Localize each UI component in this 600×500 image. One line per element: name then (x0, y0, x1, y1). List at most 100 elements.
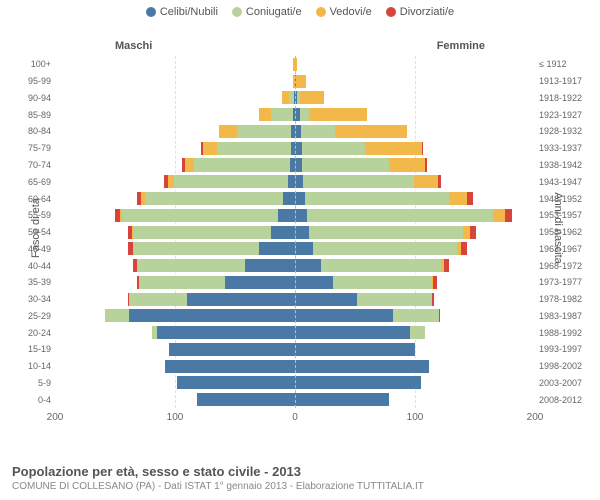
age-label: 25-29 (17, 311, 51, 321)
segment-w (493, 209, 505, 222)
male-bar (55, 276, 295, 289)
birth-year-label: 1978-1982 (539, 294, 593, 304)
header-female: Femmine (437, 40, 485, 52)
segment-w (414, 175, 438, 188)
segment-d (439, 309, 440, 322)
segment-s (278, 209, 295, 222)
legend-item: Divorziati/e (386, 6, 454, 18)
x-tick: 100 (407, 412, 424, 423)
female-bar (295, 259, 535, 272)
segment-w (365, 142, 423, 155)
female-bar (295, 343, 535, 356)
segment-c (237, 125, 291, 138)
birth-year-label: 1943-1947 (539, 177, 593, 187)
segment-c (217, 142, 291, 155)
chart-container: Celibi/NubiliConiugati/eVedovi/eDivorzia… (0, 0, 600, 500)
segment-s (245, 259, 295, 272)
chart-area: Maschi Femmine Fasce di età Anni di nasc… (0, 18, 600, 438)
segment-s (295, 242, 313, 255)
female-bar (295, 309, 535, 322)
segment-s (295, 376, 421, 389)
segment-s (295, 142, 302, 155)
segment-d (467, 192, 473, 205)
age-label: 5-9 (17, 378, 51, 388)
segment-c (393, 309, 439, 322)
segment-s (295, 293, 357, 306)
segment-d (433, 276, 437, 289)
female-bar (295, 326, 535, 339)
segment-w (259, 108, 271, 121)
legend-label: Celibi/Nubili (160, 6, 218, 18)
segment-w (185, 158, 195, 171)
legend-swatch (386, 7, 396, 17)
male-bar (55, 58, 295, 71)
female-bar (295, 360, 535, 373)
segment-c (145, 192, 283, 205)
segment-c (357, 293, 431, 306)
footer-subtitle: COMUNE DI COLLESANO (PA) - Dati ISTAT 1°… (12, 481, 424, 492)
female-bar (295, 276, 535, 289)
male-bar (55, 175, 295, 188)
segment-s (157, 326, 295, 339)
male-bar (55, 360, 295, 373)
segment-s (295, 192, 305, 205)
segment-w (282, 91, 289, 104)
male-bar (55, 393, 295, 406)
legend-swatch (146, 7, 156, 17)
legend-swatch (232, 7, 242, 17)
segment-s (295, 343, 415, 356)
segment-w (309, 108, 367, 121)
age-label: 20-24 (17, 328, 51, 338)
segment-s (295, 326, 410, 339)
segment-s (271, 226, 295, 239)
segment-d (432, 293, 434, 306)
segment-c (122, 209, 278, 222)
segment-s (295, 276, 333, 289)
segment-w (203, 142, 217, 155)
age-label: 15-19 (17, 344, 51, 354)
segment-s (288, 175, 295, 188)
segment-s (225, 276, 295, 289)
male-bar (55, 91, 295, 104)
x-tick: 0 (292, 412, 298, 423)
legend-item: Coniugati/e (232, 6, 302, 18)
segment-c (333, 276, 431, 289)
female-bar (295, 91, 535, 104)
header-male: Maschi (115, 40, 152, 52)
segment-s (259, 242, 295, 255)
segment-w (335, 125, 407, 138)
age-label: 35-39 (17, 277, 51, 287)
male-bar (55, 158, 295, 171)
segment-d (461, 242, 467, 255)
male-bar (55, 226, 295, 239)
segment-d (505, 209, 512, 222)
chart-footer: Popolazione per età, sesso e stato civil… (12, 464, 424, 492)
male-bar (55, 75, 295, 88)
age-label: 10-14 (17, 361, 51, 371)
birth-year-label: 1948-1952 (539, 194, 593, 204)
segment-s (129, 309, 295, 322)
segment-w (463, 226, 470, 239)
segment-d (422, 142, 423, 155)
legend-label: Divorziati/e (400, 6, 454, 18)
female-bar (295, 393, 535, 406)
segment-c (313, 242, 457, 255)
female-bar (295, 192, 535, 205)
segment-c (321, 259, 441, 272)
age-label: 0-4 (17, 395, 51, 405)
birth-year-label: 1928-1932 (539, 126, 593, 136)
segment-s (197, 393, 295, 406)
birth-year-label: 1968-1972 (539, 261, 593, 271)
male-bar (55, 309, 295, 322)
segment-c (129, 293, 187, 306)
segment-c (174, 175, 288, 188)
segment-w (296, 75, 306, 88)
age-label: 80-84 (17, 126, 51, 136)
age-label: 40-44 (17, 261, 51, 271)
female-bar (295, 242, 535, 255)
segment-c (300, 108, 310, 121)
segment-c (105, 309, 129, 322)
segment-w (449, 192, 467, 205)
segment-c (302, 142, 364, 155)
segment-d (425, 158, 427, 171)
